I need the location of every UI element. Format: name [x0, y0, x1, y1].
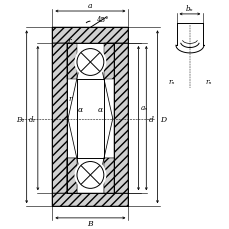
Text: d: d [148, 115, 153, 123]
Circle shape [75, 48, 105, 78]
Polygon shape [52, 28, 128, 44]
Circle shape [75, 160, 105, 190]
Polygon shape [103, 44, 113, 79]
Polygon shape [67, 44, 77, 79]
Polygon shape [52, 194, 128, 206]
Text: r: r [67, 37, 71, 45]
Polygon shape [52, 44, 67, 194]
Text: α: α [98, 106, 103, 114]
Text: rₙ: rₙ [168, 78, 174, 86]
Text: α: α [77, 106, 82, 114]
Polygon shape [67, 158, 77, 194]
Polygon shape [113, 44, 128, 194]
Polygon shape [103, 158, 113, 194]
Text: D: D [159, 115, 165, 123]
Text: aₙ: aₙ [140, 104, 148, 112]
Polygon shape [103, 158, 113, 194]
Text: rₙ: rₙ [204, 78, 211, 86]
Text: B: B [87, 220, 93, 227]
Text: 45°: 45° [96, 16, 109, 24]
Text: d₁: d₁ [29, 115, 36, 123]
Text: bₙ: bₙ [185, 5, 193, 13]
Text: a: a [88, 2, 92, 10]
Text: r: r [68, 95, 72, 103]
Polygon shape [67, 158, 77, 194]
Text: D₁: D₁ [16, 115, 25, 123]
